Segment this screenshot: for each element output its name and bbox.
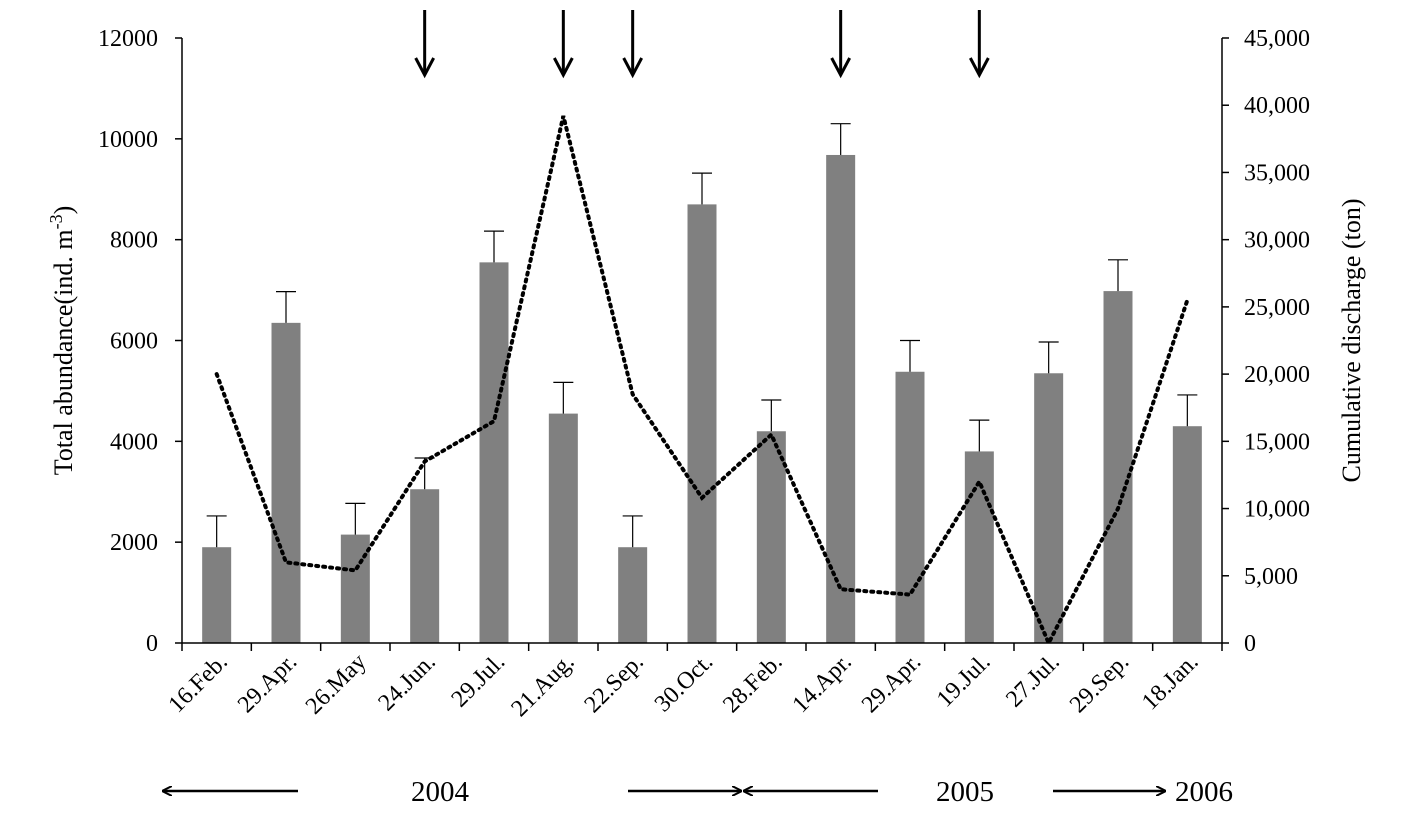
y2-tick-label: 30,000	[1244, 228, 1310, 254]
bar	[618, 547, 648, 643]
y2-tick-label: 0	[1244, 631, 1256, 657]
y-tick-label: 0	[146, 631, 158, 657]
discharge-line	[214, 115, 1190, 648]
y-tick-label: 4000	[110, 429, 158, 455]
discharge-arrowhead	[414, 57, 435, 79]
x-tick-label: 14.Apr.	[788, 649, 857, 718]
bar	[479, 262, 509, 643]
x-tick-label: 26.May	[301, 649, 372, 720]
bar-series	[202, 154, 1202, 643]
y-tick-label: 10000	[98, 127, 158, 153]
bar	[895, 371, 925, 643]
x-tick-label: 29.Sep.	[1065, 649, 1134, 718]
y2-axis-label: Cumulative discharge (ton)	[1337, 198, 1366, 482]
x-tick-label: 22.Sep.	[580, 649, 649, 718]
y-tick-label: 8000	[110, 228, 158, 254]
bar	[1172, 426, 1202, 643]
left-y-ticks: 0 2000 4000 6000 8000 10000 12000	[98, 26, 182, 657]
x-tick-label: 16.Feb.	[164, 649, 233, 718]
discharge-arrowhead	[622, 57, 643, 79]
y-tick-label: 12000	[98, 26, 158, 52]
bar	[964, 451, 994, 643]
bar	[202, 547, 232, 643]
x-tick-label: 29.Apr.	[857, 649, 926, 718]
y2-tick-label: 45,000	[1244, 26, 1310, 52]
x-tick-label: 29.Apr.	[233, 649, 302, 718]
discharge-arrowhead	[830, 57, 851, 79]
y2-tick-label: 10,000	[1244, 497, 1310, 523]
discharge-arrowhead	[553, 57, 574, 79]
y2-tick-label: 20,000	[1244, 362, 1310, 388]
bar	[340, 534, 370, 643]
y-axis-label: Total abundance(ind. m-3)	[46, 206, 78, 476]
bar	[687, 204, 717, 643]
y2-tick-label: 25,000	[1244, 295, 1310, 321]
error-bars	[206, 123, 1198, 548]
y-tick-label: 2000	[110, 530, 158, 556]
y2-tick-label: 35,000	[1244, 160, 1310, 186]
x-tick-label: 21.Aug.	[507, 649, 580, 722]
x-tick-label: 28.Feb.	[718, 649, 787, 718]
y2-tick-label: 15,000	[1244, 429, 1310, 455]
y2-tick-label: 40,000	[1244, 93, 1310, 119]
bar	[826, 154, 856, 643]
plot-area	[202, 115, 1202, 648]
x-tick-label: 24.Jun.	[373, 649, 440, 716]
right-y-ticks: 0 5,000 10,000 15,000 20,000 25,000 30,000 35,0…	[1222, 26, 1310, 657]
year-label: 2004	[411, 776, 470, 808]
discharge-line-series	[214, 115, 1190, 648]
x-tick-label: 29.Jul.	[447, 649, 511, 713]
year-label: 2005	[936, 776, 994, 808]
bar	[1034, 373, 1064, 643]
bar	[1103, 291, 1133, 643]
discharge-markers	[414, 10, 990, 79]
bar	[410, 489, 440, 643]
bar	[271, 322, 301, 643]
discharge-arrowhead	[969, 57, 990, 79]
x-ticks: 16.Feb. 29.Apr.26.May 24.Jun. 29.Jul.21.Aug…	[164, 643, 1223, 722]
y-tick-label: 6000	[110, 329, 158, 355]
x-tick-label: 18.Jan.	[1137, 649, 1203, 715]
x-tick-label: 30.Oct.	[650, 649, 718, 717]
year-annotations: 2004 2005 2006	[163, 776, 1233, 808]
y2-tick-label: 5,000	[1244, 564, 1298, 590]
x-tick-label: 27.Jul.	[1001, 649, 1065, 713]
bar	[548, 413, 578, 643]
bar	[756, 431, 786, 643]
x-tick-label: 19.Jul.	[932, 649, 996, 713]
year-label: 2006	[1175, 776, 1233, 808]
